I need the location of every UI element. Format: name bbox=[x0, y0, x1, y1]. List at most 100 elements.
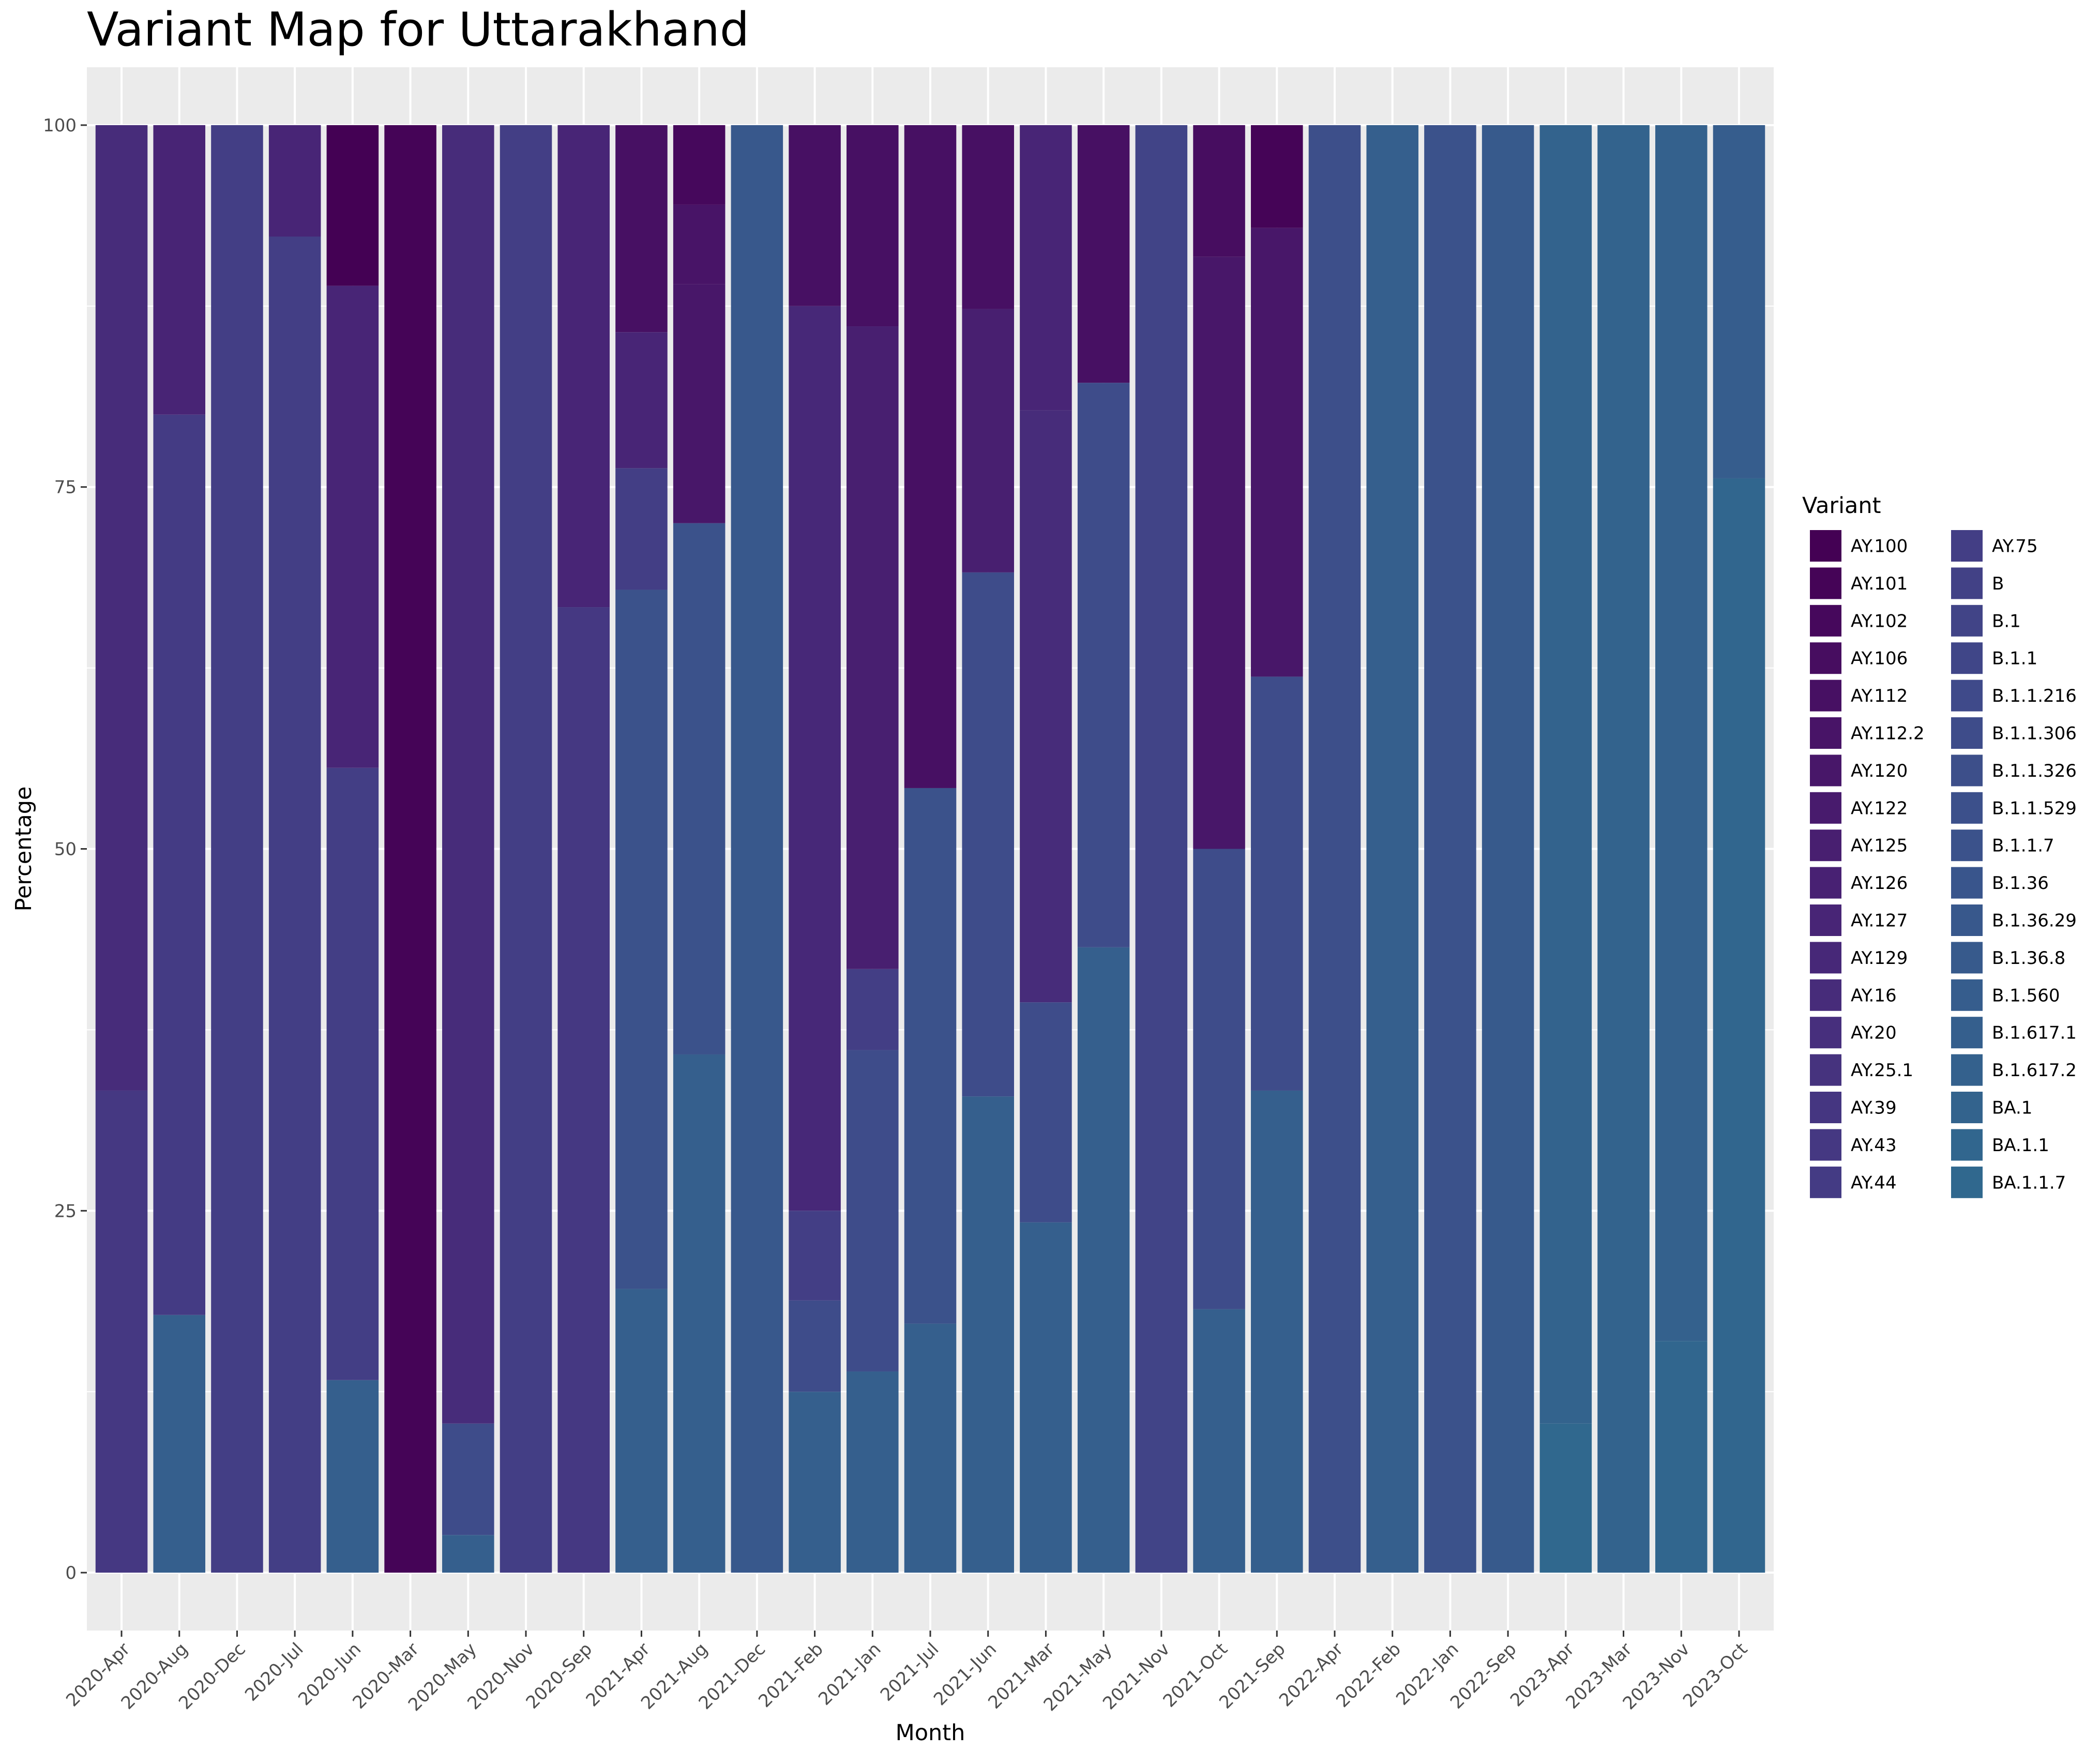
bar-2020-May bbox=[442, 125, 494, 1573]
legend-swatch bbox=[1810, 755, 1841, 787]
bar-segment bbox=[1539, 1423, 1592, 1573]
bar-2021-Oct bbox=[1193, 125, 1245, 1573]
legend-swatch bbox=[1951, 642, 1983, 674]
bar-segment bbox=[1424, 125, 1476, 1573]
legend-label: B.1.1.7 bbox=[1992, 836, 2054, 856]
bar-segment bbox=[962, 309, 1014, 572]
legend-swatch bbox=[1951, 1129, 1983, 1161]
bar-segment bbox=[326, 767, 379, 1380]
bar-2023-Apr bbox=[1539, 125, 1592, 1573]
bar-segment bbox=[326, 1380, 379, 1573]
legend-swatch bbox=[1810, 1054, 1841, 1086]
bar-2020-Sep bbox=[557, 125, 610, 1573]
bar-segment bbox=[1077, 947, 1130, 1573]
legend-label: AY.101 bbox=[1851, 574, 1908, 594]
bar-segment bbox=[962, 572, 1014, 1097]
bar-segment bbox=[789, 1300, 841, 1392]
bar-segment bbox=[268, 125, 321, 237]
y-tick-label: 50 bbox=[54, 839, 77, 860]
bar-2020-Apr bbox=[95, 125, 148, 1573]
bar-segment bbox=[1193, 1309, 1245, 1573]
bar-segment bbox=[1713, 125, 1765, 478]
legend-label: B.1.36.29 bbox=[1992, 911, 2077, 931]
legend-label: B.1.1 bbox=[1992, 648, 2037, 669]
bar-segment bbox=[847, 1050, 899, 1371]
bar-segment bbox=[847, 1371, 899, 1573]
x-axis-title: Month bbox=[896, 1720, 965, 1746]
legend-label: AY.75 bbox=[1992, 536, 2038, 557]
bar-segment bbox=[847, 125, 899, 327]
bar-segment bbox=[1539, 125, 1592, 1424]
bar-segment bbox=[1597, 125, 1650, 1573]
legend-swatch bbox=[1810, 1092, 1841, 1123]
bar-2021-May bbox=[1077, 125, 1130, 1573]
bar-2023-Mar bbox=[1597, 125, 1650, 1573]
bar-2020-Nov bbox=[500, 125, 552, 1573]
bar-segment bbox=[673, 284, 726, 523]
bar-segment bbox=[789, 1392, 841, 1573]
legend-label: BA.1 bbox=[1992, 1098, 2032, 1119]
bar-segment bbox=[1020, 125, 1072, 411]
legend-swatch bbox=[1810, 605, 1841, 637]
bar-segment bbox=[326, 125, 379, 286]
bar-segment bbox=[904, 125, 957, 788]
legend-swatch bbox=[1951, 829, 1983, 862]
legend-swatch bbox=[1810, 530, 1841, 562]
legend-label: B.1 bbox=[1992, 611, 2021, 631]
y-tick-label: 75 bbox=[54, 477, 77, 498]
bar-segment bbox=[1251, 676, 1303, 1091]
legend-swatch bbox=[1951, 979, 1983, 1011]
bar-segment bbox=[615, 590, 668, 1289]
bar-segment bbox=[847, 969, 899, 1050]
bar-segment bbox=[962, 1096, 1014, 1573]
legend-label: AY.125 bbox=[1851, 836, 1908, 856]
legend-swatch bbox=[1810, 717, 1841, 749]
legend-label: AY.112 bbox=[1851, 686, 1908, 706]
legend-label: B.1.617.1 bbox=[1992, 1023, 2077, 1044]
legend-label: B bbox=[1992, 574, 2004, 594]
bar-segment bbox=[789, 125, 841, 306]
legend-label: AY.112.2 bbox=[1851, 723, 1925, 744]
bar-2022-Sep bbox=[1482, 125, 1534, 1573]
y-tick-label: 25 bbox=[54, 1201, 77, 1221]
bar-segment bbox=[95, 125, 148, 1091]
bar-segment bbox=[789, 1211, 841, 1301]
bar-segment bbox=[1193, 125, 1245, 257]
bar-segment bbox=[1251, 228, 1303, 677]
bar-segment bbox=[1482, 125, 1534, 1573]
bar-segment bbox=[615, 468, 668, 590]
y-tick-label: 0 bbox=[65, 1563, 77, 1583]
legend-label: AY.16 bbox=[1851, 985, 1897, 1006]
bar-2022-Apr bbox=[1308, 125, 1361, 1573]
bar-segment bbox=[1655, 125, 1708, 1341]
bar-2020-Jun bbox=[326, 125, 379, 1573]
bar-segment bbox=[268, 236, 321, 1573]
legend-label: AY.106 bbox=[1851, 648, 1908, 669]
bar-segment bbox=[1077, 125, 1130, 383]
bar-2020-Jul bbox=[268, 125, 321, 1573]
bar-segment bbox=[904, 1323, 957, 1573]
legend-swatch bbox=[1951, 867, 1983, 899]
bar-segment bbox=[615, 332, 668, 469]
legend-swatch bbox=[1951, 567, 1983, 599]
legend-label: AY.127 bbox=[1851, 911, 1908, 931]
bar-segment bbox=[1020, 410, 1072, 1003]
bar-2022-Feb bbox=[1366, 125, 1418, 1573]
bar-segment bbox=[847, 326, 899, 969]
legend-label: B.1.1.529 bbox=[1992, 798, 2077, 819]
bar-2023-Nov bbox=[1655, 125, 1708, 1573]
legend-label: B.1.36.8 bbox=[1992, 948, 2065, 969]
legend-swatch bbox=[1951, 755, 1983, 787]
bar-segment bbox=[731, 125, 783, 1573]
bar-segment bbox=[1308, 125, 1361, 1573]
legend-swatch bbox=[1810, 642, 1841, 674]
bar-segment bbox=[153, 125, 206, 415]
bars bbox=[95, 125, 1765, 1573]
legend-swatch bbox=[1951, 942, 1983, 974]
bar-2020-Aug bbox=[153, 125, 206, 1573]
bar-2021-Dec bbox=[731, 125, 783, 1573]
bar-2021-Apr bbox=[615, 125, 668, 1573]
bar-segment bbox=[442, 125, 494, 1424]
bar-2020-Dec bbox=[211, 125, 263, 1573]
legend-swatch bbox=[1951, 904, 1983, 936]
